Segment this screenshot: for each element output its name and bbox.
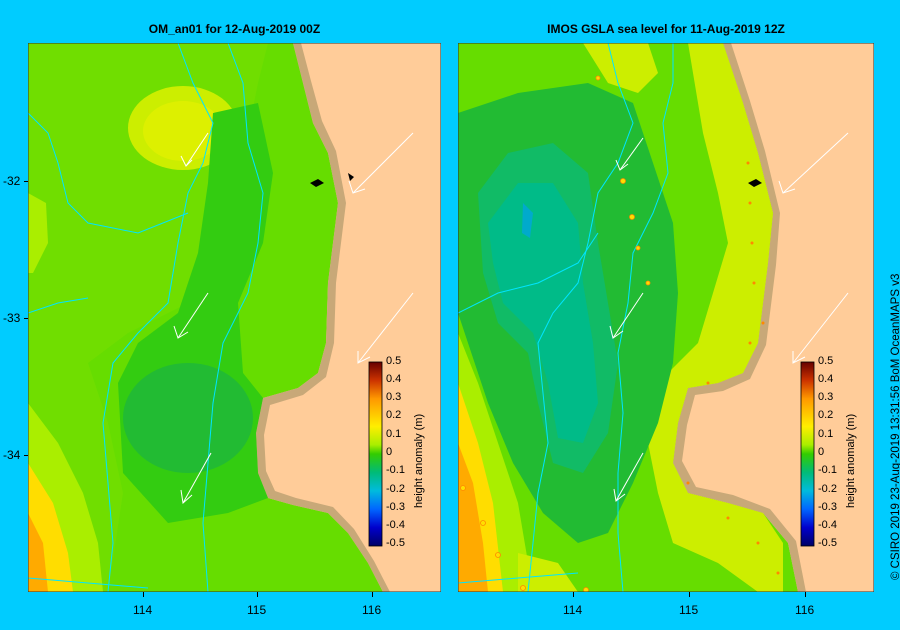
cb-tick: -0.4	[386, 519, 405, 531]
lon-tick-label: 114	[133, 603, 153, 617]
lon-tick-label: 114	[563, 603, 583, 617]
lat-tick-label: -34	[3, 448, 21, 462]
cb-tick: 0.4	[386, 373, 402, 385]
right-colorbar	[800, 361, 815, 547]
cb-tick: 0.3	[386, 391, 402, 403]
left-panel-title: OM_an01 for 12-Aug-2019 00Z	[148, 22, 321, 36]
cb-tick: -0.3	[386, 501, 405, 513]
cb-tick: -0.2	[386, 483, 405, 495]
right-panel-title: IMOS GSLA sea level for 11-Aug-2019 12Z	[547, 22, 785, 36]
cb-tick: 0.3	[818, 391, 834, 403]
cb-tick: 0.4	[818, 373, 834, 385]
cb-tick: 0.1	[386, 428, 402, 440]
lon-tick-label: 115	[679, 603, 699, 617]
cb-tick: 0.5	[386, 355, 402, 367]
cb-tick: -0.5	[818, 537, 837, 549]
cb-tick: 0.1	[818, 428, 834, 440]
right-colorbar-label: height anomaly (m)	[845, 413, 857, 508]
credit-text: © CSIRO 2019 23-Aug-2019 13:31:56 BoM Oc…	[890, 273, 900, 580]
cb-tick: 0.2	[386, 409, 402, 421]
cb-tick: -0.1	[818, 464, 837, 476]
lat-tick-label: -33	[3, 311, 21, 325]
lon-tick-label: 116	[362, 603, 382, 617]
cb-tick: 0.5	[818, 355, 834, 367]
left-colorbar-label: height anomaly (m)	[413, 413, 425, 508]
cb-tick: -0.1	[386, 464, 405, 476]
cb-tick: -0.3	[818, 501, 837, 513]
cb-tick: 0	[386, 446, 393, 458]
cb-tick: -0.5	[386, 537, 405, 549]
cb-tick: 0.2	[818, 409, 834, 421]
cb-tick: -0.2	[818, 483, 837, 495]
left-colorbar	[368, 361, 383, 547]
lat-tick-label: -32	[3, 174, 21, 188]
lon-tick-label: 115	[247, 603, 267, 617]
cb-tick: -0.4	[818, 519, 837, 531]
left-map	[28, 43, 441, 592]
lon-tick-label: 116	[795, 603, 815, 617]
cb-tick: 0	[818, 446, 825, 458]
